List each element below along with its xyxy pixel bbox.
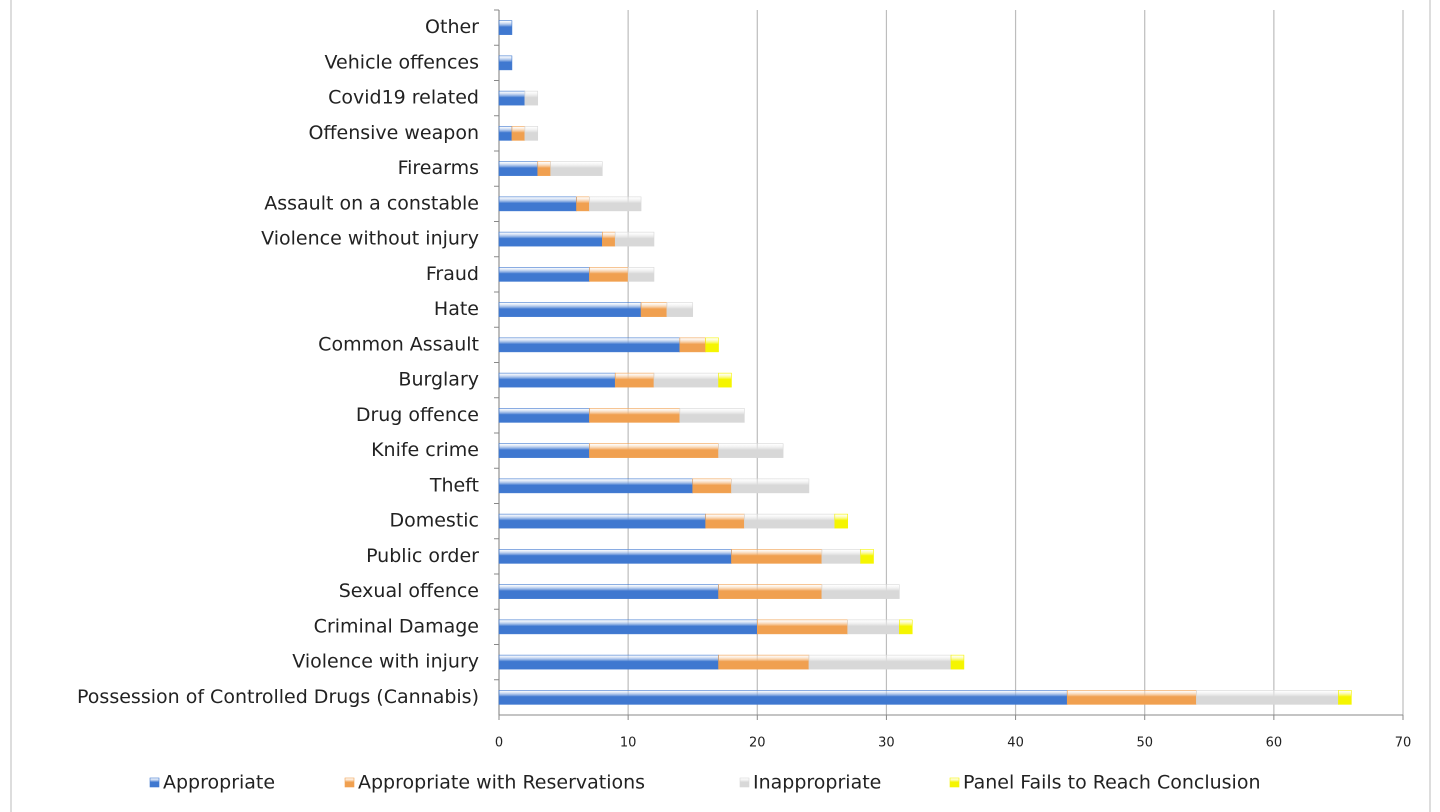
y-tick-label: Burglary [398, 369, 479, 391]
bar-segment [498, 302, 642, 317]
x-tick-label: 0 [495, 736, 503, 751]
bar-segment [705, 337, 719, 353]
bar-segment [614, 372, 655, 388]
y-tick-label: Knife crime [371, 439, 479, 461]
bar-segment [679, 408, 745, 423]
legend-swatch [739, 777, 750, 788]
bar-segment [511, 126, 526, 141]
bar-segment [718, 372, 732, 388]
y-tick-label: Criminal Damage [314, 615, 479, 637]
bar-segment [498, 267, 590, 282]
y-tick-label: Theft [429, 474, 479, 496]
bar-segment [705, 513, 745, 529]
bar-segment [821, 584, 900, 599]
y-tick-label: Domestic [389, 510, 479, 532]
bar-segment [498, 126, 513, 141]
y-tick-label: Possession of Controlled Drugs (Cannabis… [77, 686, 479, 708]
legend-label: Inappropriate [753, 772, 881, 794]
legend-label: Appropriate [163, 772, 275, 794]
bar-segment [692, 478, 732, 494]
bar-segment [498, 408, 590, 423]
bar-segment [731, 549, 823, 564]
bar-segment [1338, 690, 1352, 705]
legend-label: Appropriate with Reservations [358, 772, 645, 794]
bar-segment [498, 161, 539, 176]
bar-segment [550, 161, 603, 176]
bar-segment [808, 654, 952, 670]
y-tick-label: Other [425, 16, 479, 38]
bar-segment [537, 161, 551, 176]
bar-segment [627, 267, 655, 282]
y-tick-label: Drug offence [356, 404, 479, 426]
legend-swatch [344, 777, 355, 788]
bar-segment [653, 372, 719, 388]
y-tick-label: Covid19 related [328, 87, 479, 109]
y-tick-label: Common Assault [318, 333, 479, 355]
y-tick-label: Violence with injury [292, 651, 479, 673]
bar-segment [640, 302, 668, 317]
bar-segment [498, 196, 577, 212]
bar-segment [589, 443, 719, 458]
bar-segment [524, 90, 539, 106]
bar-segment [498, 690, 1068, 705]
x-tick-label: 70 [1395, 736, 1412, 751]
bar-segment [498, 231, 603, 247]
bar-segment [498, 584, 719, 599]
bar-segment [498, 619, 758, 635]
bar-segment [614, 231, 655, 247]
x-tick-label: 40 [1007, 736, 1024, 751]
y-tick-label: Offensive weapon [308, 122, 479, 144]
bar-segment [1196, 690, 1339, 705]
bar-segment [950, 654, 965, 670]
bar-segment [589, 408, 681, 423]
bar-segment [731, 478, 810, 494]
y-tick-label: Firearms [398, 157, 479, 179]
y-tick-label: Violence without injury [261, 228, 479, 250]
bar-segment [602, 231, 616, 247]
bar-segment [834, 513, 848, 529]
x-tick-label: 10 [620, 736, 637, 751]
bar-segment [576, 196, 590, 212]
x-tick-label: 20 [749, 736, 766, 751]
bar-segment [498, 372, 616, 388]
bar-segment [756, 619, 848, 635]
bar-segment [1066, 690, 1197, 705]
y-tick-label: Public order [366, 545, 479, 567]
legend-swatch [149, 777, 160, 788]
bar-segment [498, 55, 513, 71]
y-tick-label: Hate [434, 298, 479, 320]
bar-segment [498, 478, 694, 494]
y-tick-label: Vehicle offences [325, 51, 479, 73]
bar-segment [847, 619, 900, 635]
bar-segment [718, 584, 823, 599]
bar-segment [498, 20, 513, 35]
bar-segment [718, 654, 810, 670]
bar-segment [498, 337, 681, 353]
bar-segment [666, 302, 694, 317]
bar-segment [860, 549, 874, 564]
bar-segment [498, 549, 732, 564]
bar-segment [498, 513, 706, 529]
y-tick-label: Assault on a constable [264, 192, 479, 214]
bar-segment [524, 126, 539, 141]
x-tick-label: 30 [878, 736, 895, 751]
y-tick-label: Sexual offence [339, 580, 479, 602]
bar-segment [589, 196, 642, 212]
bar-segment [744, 513, 836, 529]
bar-segment [498, 90, 526, 106]
bar-segment [821, 549, 861, 564]
bar-segment [718, 443, 784, 458]
x-tick-label: 50 [1136, 736, 1153, 751]
x-tick-label: 60 [1266, 736, 1283, 751]
legend-swatch [949, 777, 960, 788]
bar-segment [498, 654, 719, 670]
y-tick-label: Fraud [426, 263, 479, 285]
bar-segment [589, 267, 629, 282]
legend-label: Panel Fails to Reach Conclusion [963, 772, 1261, 794]
bar-segment [679, 337, 706, 353]
bar-segment [899, 619, 913, 635]
bar-segment [498, 443, 590, 458]
